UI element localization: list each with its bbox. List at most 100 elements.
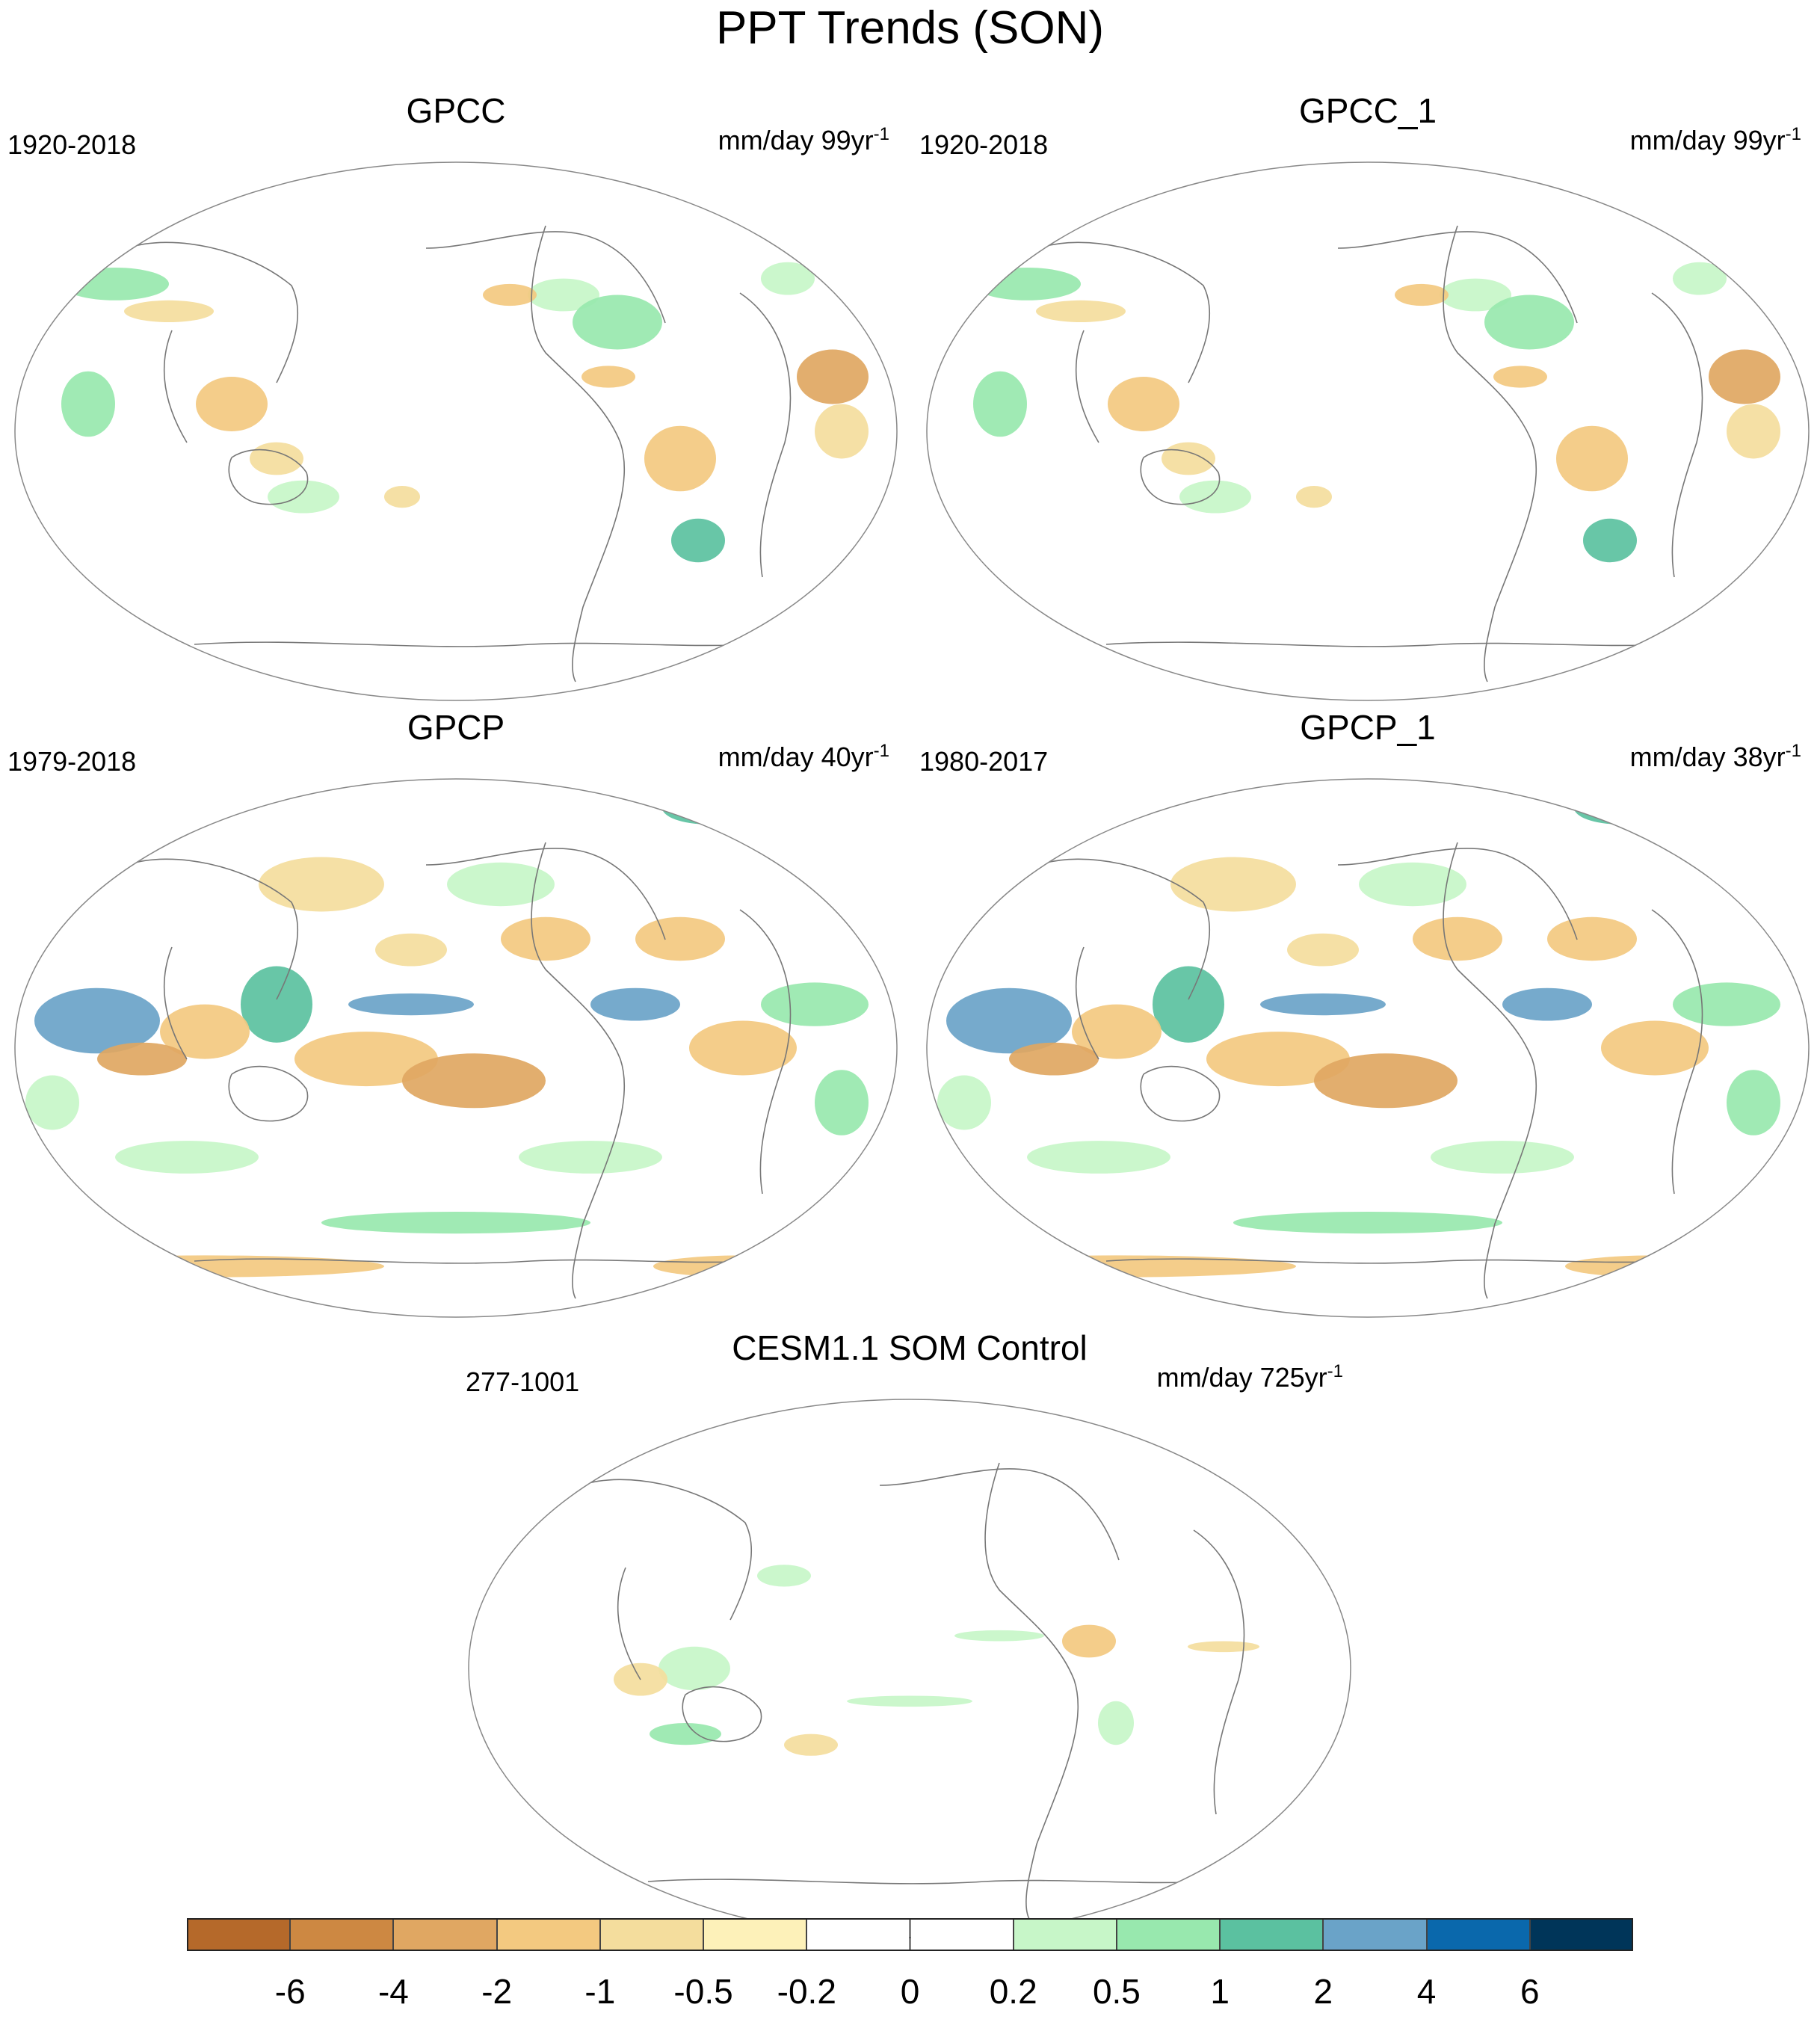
trend-patch	[973, 371, 1027, 437]
panel-units: mm/day 725yr-1	[1156, 1361, 1343, 1393]
trend-patch	[1565, 1255, 1745, 1278]
trend-patch	[847, 1695, 972, 1707]
trend-patch	[1314, 1053, 1457, 1109]
trend-patch	[1062, 1624, 1116, 1658]
colorbar-tick-label: -4	[377, 1972, 409, 2011]
trend-patch	[1153, 966, 1224, 1043]
colorbar-tick-label: 1	[1210, 1972, 1230, 2011]
trend-patch	[160, 1004, 250, 1059]
trend-patch	[1188, 1641, 1259, 1653]
coastlines	[1038, 225, 1703, 682]
coastlines	[126, 225, 792, 682]
trend-patch	[348, 993, 474, 1016]
panel-title: GPCC	[406, 91, 506, 130]
colorbar-swatch	[703, 1918, 807, 1951]
trend-patch	[1233, 1212, 1502, 1234]
trend-patch	[1162, 442, 1215, 475]
trend-patch	[447, 862, 555, 907]
coastlines	[126, 842, 792, 1299]
trend-patch	[1673, 262, 1727, 295]
trend-field	[927, 779, 1809, 1317]
panel-title: GPCP_1	[1300, 708, 1436, 747]
trend-patch	[784, 1734, 838, 1756]
trend-patch	[1727, 1070, 1780, 1135]
trend-patch	[268, 480, 339, 514]
trend-patch	[671, 518, 725, 563]
trend-patch	[124, 786, 250, 819]
trend-patch	[1260, 993, 1386, 1016]
trend-patch	[650, 1723, 721, 1745]
panel-title: GPCC_1	[1298, 91, 1437, 130]
trend-patch	[937, 1255, 1296, 1278]
colorbar-swatch	[910, 1918, 1014, 1951]
trend-patch	[815, 404, 869, 459]
trend-patch	[1601, 1020, 1709, 1076]
world-map	[14, 161, 898, 701]
colorbar-tick-label: 4	[1416, 1972, 1437, 2011]
panel-units: mm/day 99yr-1	[718, 124, 889, 155]
trend-patch	[1036, 786, 1162, 819]
trend-patch	[1709, 349, 1780, 404]
panel-units: mm/day 40yr-1	[718, 741, 889, 772]
trend-patch	[590, 987, 680, 1021]
trend-patch	[1574, 791, 1664, 825]
colorbar-swatch	[1116, 1918, 1221, 1951]
trend-patch	[662, 791, 752, 825]
colorbar-tick-label: -2	[481, 1972, 513, 2011]
colorbar-swatch	[599, 1918, 704, 1951]
panel-period: 1980-2017	[919, 746, 1049, 777]
trend-field	[469, 1399, 1351, 1938]
trend-patch	[1206, 1032, 1350, 1087]
colorbar-swatch	[1323, 1918, 1427, 1951]
coastlines	[580, 1462, 1245, 1920]
coastlines	[1038, 842, 1703, 1299]
trend-patch	[1413, 916, 1502, 961]
map-panel-gpcc-1: GPCC_1 1920-2018 mm/day 99yr-1	[919, 90, 1816, 703]
colorbar-tick-label: 0.5	[1092, 1972, 1141, 2011]
trend-patch	[115, 1141, 259, 1174]
colorbar-swatch	[1220, 1918, 1324, 1951]
map-panel-gpcc: GPCC 1920-2018 mm/day 99yr-1	[7, 90, 904, 703]
trend-patch	[501, 916, 590, 961]
trend-patch	[815, 1070, 869, 1135]
trend-patch	[797, 349, 869, 404]
world-map	[926, 161, 1810, 701]
trend-patch	[946, 987, 1072, 1054]
trend-patch	[97, 1042, 187, 1076]
trend-patch	[1359, 862, 1466, 907]
trend-patch	[644, 425, 716, 492]
trend-patch	[1583, 518, 1637, 563]
panel-period: 1979-2018	[7, 746, 137, 777]
trend-patch	[196, 377, 268, 431]
trend-patch	[1287, 933, 1359, 967]
world-map	[926, 778, 1810, 1318]
trend-patch	[1036, 300, 1126, 322]
trend-patch	[1170, 857, 1296, 912]
panel-title: GPCP	[407, 708, 505, 747]
world-map	[14, 778, 898, 1318]
colorbar-tick-label: 2	[1313, 1972, 1333, 2011]
panel-title: CESM1.1 SOM Control	[732, 1328, 1088, 1367]
colorbar-swatch	[496, 1918, 600, 1951]
trend-patch	[1440, 278, 1511, 312]
trend-patch	[582, 366, 635, 388]
trend-patch	[250, 442, 303, 475]
trend-patch	[61, 268, 169, 301]
trend-patch	[1395, 283, 1449, 306]
trend-patch	[402, 1053, 546, 1109]
trend-patch	[1009, 1042, 1099, 1076]
trend-patch	[757, 1565, 811, 1587]
world-map	[468, 1399, 1351, 1938]
trend-patch	[124, 300, 214, 322]
map-panel-gpcp: GPCP 1979-2018 mm/day 40yr-1	[7, 706, 904, 1319]
trend-patch	[384, 486, 420, 508]
trend-patch	[761, 262, 815, 295]
colorbar-swatch	[1529, 1918, 1633, 1951]
colorbar-swatch	[1013, 1918, 1117, 1951]
figure-title: PPT Trends (SON)	[715, 2, 1105, 54]
trend-patch	[1502, 987, 1592, 1021]
trend-patch	[1484, 295, 1574, 350]
colorbar-tick-label: 0	[900, 1972, 920, 2011]
trend-patch	[1727, 404, 1780, 459]
trend-patch	[1179, 480, 1251, 514]
